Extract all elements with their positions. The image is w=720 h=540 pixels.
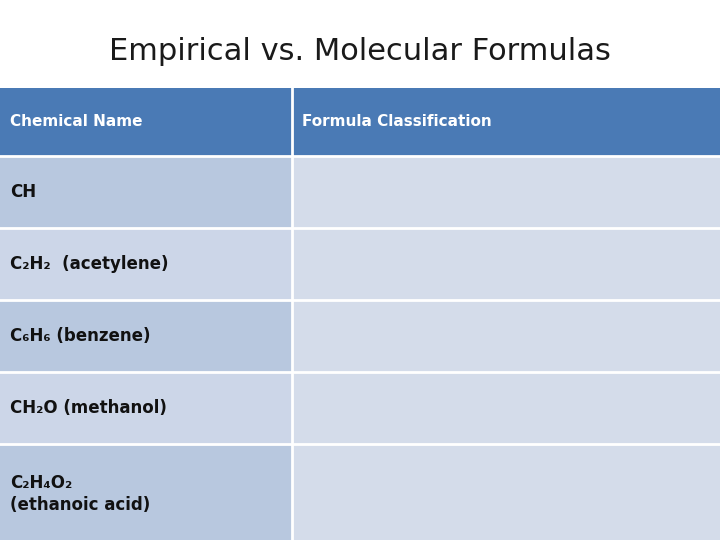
Bar	[0, 228, 292, 300]
Bar	[0, 300, 292, 372]
Text: C₆H₆ (benzene): C₆H₆ (benzene)	[10, 327, 150, 345]
Bar	[292, 156, 720, 228]
Bar	[292, 300, 720, 372]
Bar	[292, 228, 720, 300]
Bar	[292, 372, 720, 444]
Text: Formula Classification: Formula Classification	[302, 114, 491, 130]
Text: CH: CH	[10, 183, 36, 201]
Bar	[292, 444, 720, 540]
Bar	[0, 88, 720, 156]
Bar	[0, 156, 292, 228]
Text: Empirical vs. Molecular Formulas: Empirical vs. Molecular Formulas	[109, 37, 611, 66]
Text: C₂H₄O₂
(ethanoic acid): C₂H₄O₂ (ethanoic acid)	[10, 474, 150, 515]
Text: C₂H₂  (acetylene): C₂H₂ (acetylene)	[10, 255, 168, 273]
Bar	[0, 372, 292, 444]
Text: Chemical Name: Chemical Name	[10, 114, 143, 130]
Text: CH₂O (methanol): CH₂O (methanol)	[10, 399, 167, 417]
Bar	[0, 444, 292, 540]
